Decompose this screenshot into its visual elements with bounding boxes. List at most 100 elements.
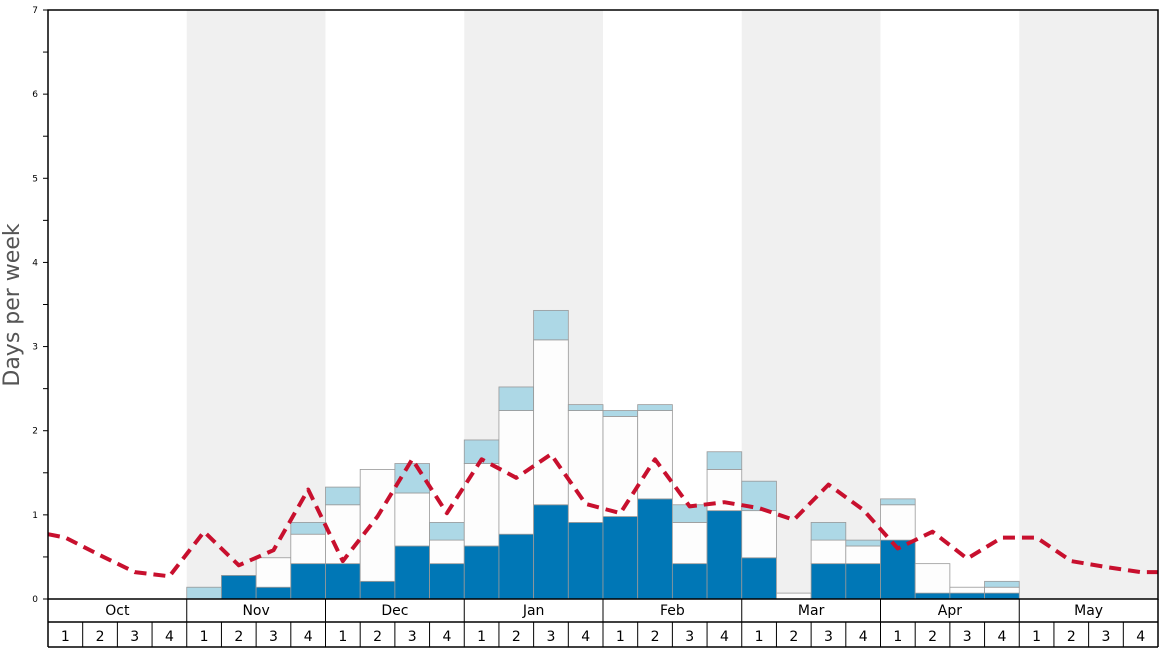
week-label: 2 [1067, 629, 1076, 645]
week-label: 1 [1032, 629, 1041, 645]
trend-layer [47, 452, 1158, 579]
bar-segment-bottom [845, 563, 881, 600]
bar-segment-bottom [255, 586, 292, 600]
y-tick-label: 2 [32, 427, 38, 437]
week-label: 2 [928, 629, 937, 645]
bar-segment-top [290, 522, 326, 535]
bar-segment-top [186, 586, 222, 600]
bar-segment-bottom [671, 563, 708, 600]
week-label: 2 [512, 629, 521, 645]
week-label: 1 [755, 629, 764, 645]
bar-segment-middle [359, 469, 396, 582]
x-axis: Oct 1 2 3 4 Nov 1 2 3 4 Dec 1 2 3 4 Jan 1 2 3 4 Feb 1 2 3 4 Mar 1 2… [47, 599, 1159, 648]
month-label: Oct [105, 603, 130, 619]
y-tick-label: 3 [32, 343, 38, 353]
bar-segment-bottom [463, 545, 500, 600]
month-label: Mar [798, 603, 825, 619]
bar-segment-middle [914, 563, 951, 594]
bar-segment-top [810, 522, 847, 541]
bar-segment-bottom [394, 545, 430, 600]
week-label: 4 [720, 629, 729, 645]
bar-segment-bottom [949, 592, 985, 600]
y-axis-label: Days per week [0, 223, 25, 386]
month-shade [186, 10, 326, 599]
bar-segment-middle [776, 592, 812, 600]
week-label: 4 [997, 629, 1006, 645]
bar-segment-top [637, 404, 673, 411]
bar-segment-middle [602, 416, 639, 517]
month-shading [186, 10, 1158, 599]
y-tick-label: 5 [32, 174, 38, 184]
bar-segment-middle [949, 586, 985, 594]
week-label: 4 [442, 629, 451, 645]
week-label: 3 [130, 629, 139, 645]
week-label: 2 [789, 629, 798, 645]
week-label: 1 [893, 629, 902, 645]
bar-segment-middle [533, 339, 569, 506]
y-tick-label: 4 [32, 258, 38, 268]
trend-line [47, 452, 1158, 579]
month-label: Feb [660, 603, 685, 619]
week-label: 3 [1102, 629, 1111, 645]
week-label: 1 [616, 629, 625, 645]
bar-segment-middle [255, 557, 292, 588]
month-label: Dec [381, 603, 408, 619]
bar-segment-bottom [810, 563, 847, 600]
week-label: 1 [477, 629, 486, 645]
week-label: 2 [234, 629, 243, 645]
y-tick-label: 7 [32, 6, 38, 16]
week-label: 4 [859, 629, 868, 645]
bar-segment-bottom [221, 575, 257, 600]
week-label: 3 [963, 629, 972, 645]
bar-segment-top [429, 522, 465, 541]
bar-segment-bottom [637, 498, 673, 600]
y-tick-label: 6 [32, 90, 38, 100]
bar-segment-middle [290, 533, 326, 565]
week-label: 3 [824, 629, 833, 645]
month-label: May [1074, 603, 1103, 619]
bar-segment-bottom [325, 563, 361, 600]
bar-segment-bottom [914, 592, 951, 600]
week-label: 4 [581, 629, 590, 645]
bar-segment-bottom [290, 563, 326, 600]
bar-segment-top [602, 410, 639, 417]
y-tick-label: 1 [32, 511, 38, 521]
bar-segment-bottom [533, 504, 569, 600]
bar-segment-middle [671, 522, 708, 565]
bar-segment-top [880, 498, 916, 506]
month-shade [1019, 10, 1158, 599]
bar-segment-middle [394, 492, 430, 547]
bar-segment-bottom [984, 592, 1020, 600]
month-label: Apr [938, 603, 962, 619]
y-tick-label: 0 [32, 595, 38, 605]
bar-segment-top [984, 580, 1020, 588]
week-label: 3 [408, 629, 417, 645]
bar-segment-middle [741, 510, 777, 559]
week-label: 3 [269, 629, 278, 645]
bar-segment-middle [984, 586, 1020, 594]
bar-segment-middle [810, 539, 847, 565]
week-label: 2 [373, 629, 382, 645]
week-label: 3 [685, 629, 694, 645]
bar-segment-top [706, 451, 743, 470]
bars-layer [186, 309, 1020, 600]
bar-segment-middle [637, 410, 673, 500]
bar-segment-middle [498, 410, 535, 535]
bar-segment-bottom [706, 510, 743, 600]
bar-segment-bottom [429, 563, 465, 600]
week-label: 1 [200, 629, 209, 645]
bar-segment-bottom [741, 557, 777, 600]
bar-segment-middle [429, 539, 465, 565]
bar-segment-bottom [359, 580, 396, 600]
bar-segment-top [845, 539, 881, 547]
bar-segment-top [325, 486, 361, 506]
week-label: 2 [96, 629, 105, 645]
week-label: 1 [338, 629, 347, 645]
week-label: 4 [304, 629, 313, 645]
bar-segment-middle [325, 504, 361, 565]
bar-segment-top [498, 386, 535, 411]
week-label: 4 [165, 629, 174, 645]
month-label: Jan [522, 603, 545, 619]
week-label: 1 [61, 629, 70, 645]
